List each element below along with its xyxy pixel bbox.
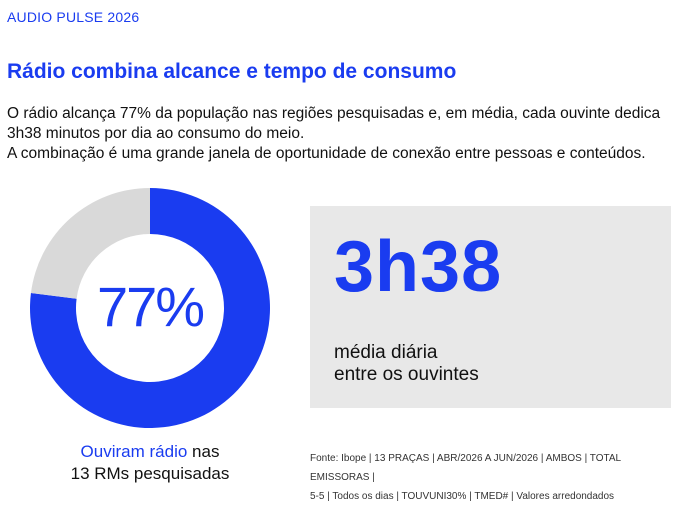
intro-paragraph-2: A combinação é uma grande janela de opor…: [7, 145, 646, 162]
daily-time-label: média diária entre os ouvintes: [334, 342, 479, 386]
intro-paragraph-1: O rádio alcança 77% da população nas reg…: [7, 105, 661, 142]
donut-caption-rest-1: nas: [187, 442, 220, 461]
donut-caption-highlight: Ouviram rádio: [80, 442, 188, 461]
intro-text: O rádio alcança 77% da população nas reg…: [7, 104, 697, 164]
donut-slice-remainder: [30, 188, 150, 299]
donut-caption: Ouviram rádio nas 13 RMs pesquisadas: [30, 441, 270, 485]
reach-donut-chart: [30, 188, 270, 428]
daily-time-panel: 3h38 média diária entre os ouvintes: [310, 206, 671, 408]
daily-time-label-line-1: média diária: [334, 342, 438, 363]
source-line-2: 5-5 | Todos os dias | TOUVUNI30% | TMED#…: [310, 491, 615, 502]
daily-time-value: 3h38: [334, 227, 503, 307]
donut-slice-listened: [30, 188, 270, 428]
donut-caption-rest-2: 13 RMs pesquisadas: [70, 464, 230, 483]
page-title: Rádio combina alcance e tempo de consumo: [7, 60, 457, 83]
source-note: Fonte: Ibope | 13 PRAÇAS | ABR/2026 A JU…: [310, 449, 680, 506]
donut-center-value: 77%: [96, 275, 205, 338]
source-line-1: Fonte: Ibope | 13 PRAÇAS | ABR/2026 A JU…: [310, 453, 621, 483]
report-label: AUDIO PULSE 2026: [7, 9, 140, 25]
daily-time-label-line-2: entre os ouvintes: [334, 364, 479, 385]
